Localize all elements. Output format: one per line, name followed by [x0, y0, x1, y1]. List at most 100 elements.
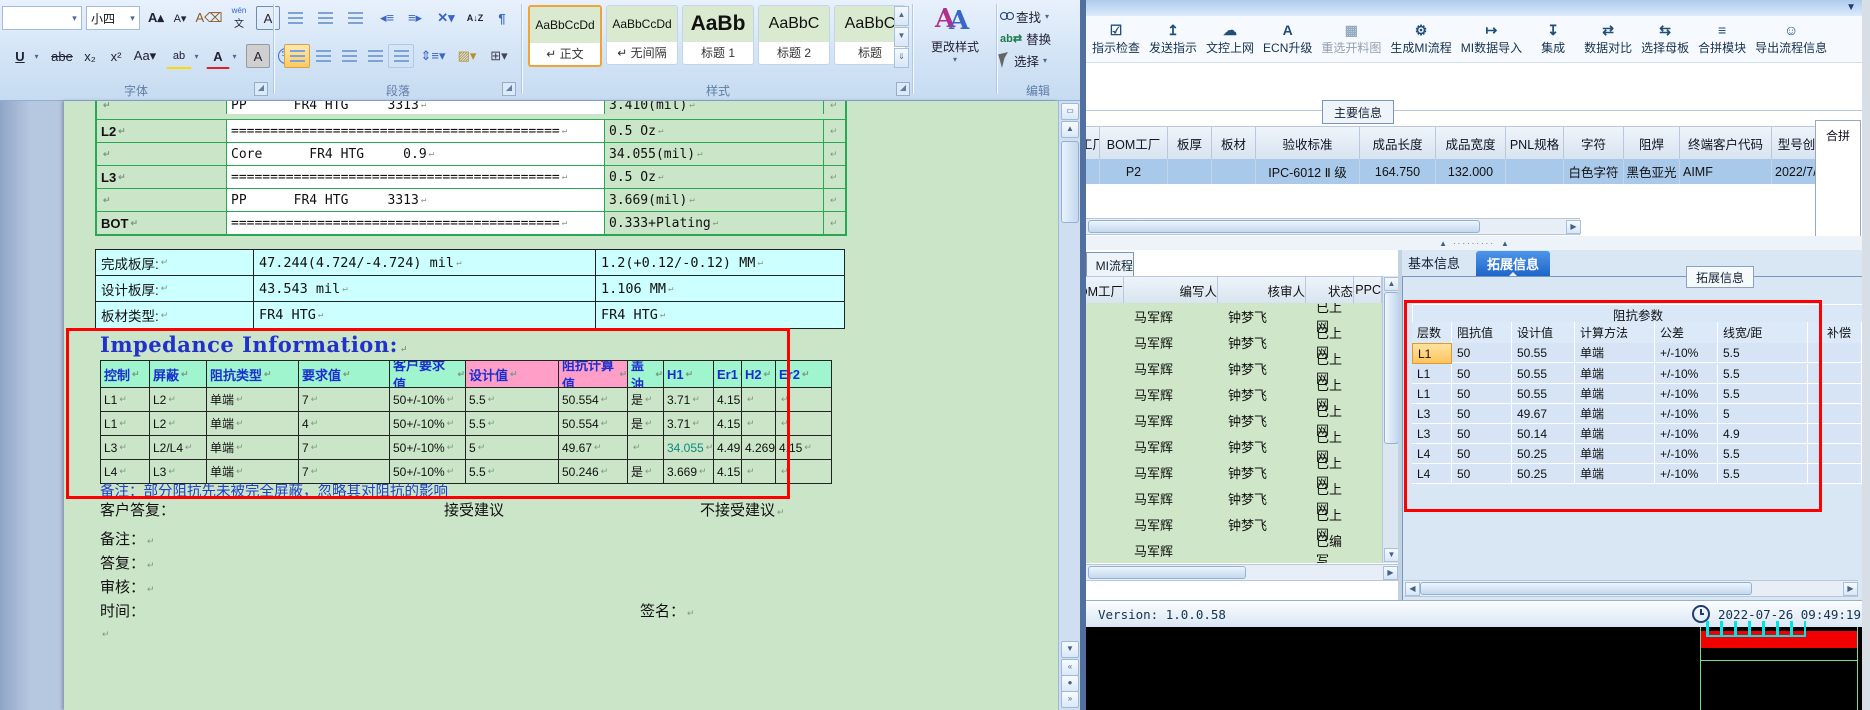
column-header[interactable]: 设计值	[1512, 322, 1575, 344]
collapse-up-icon[interactable]: ▲	[1439, 238, 1447, 248]
asian-layout-icon[interactable]	[432, 6, 460, 30]
table-row[interactable]: L1 50 50.55 单端 +/-10% 5.5	[1412, 343, 1862, 364]
toolbar-button[interactable]: ↧ 集成	[1531, 22, 1575, 56]
justify-icon[interactable]	[362, 44, 388, 68]
show-marks-icon[interactable]	[490, 6, 514, 30]
strikethrough-icon[interactable]	[48, 44, 76, 68]
underline-menu-icon[interactable]	[30, 44, 43, 68]
table-row[interactable]: L3 50 49.67 单端 +/-10% 5	[1412, 404, 1862, 424]
table-row[interactable]: L4 50 50.25 单端 +/-10% 5.5	[1412, 464, 1862, 484]
collapse-up-icon[interactable]: ▲	[1500, 238, 1509, 248]
scroll-right-icon[interactable]: ▶	[1383, 566, 1398, 580]
style-chip[interactable]: AaBbC 标题 2	[758, 5, 830, 65]
toolbar-button[interactable]: ⇆ 选择母板	[1641, 22, 1689, 56]
select-button[interactable]: 选择 ▾	[998, 50, 1080, 70]
chevron-down-icon[interactable]: ▼	[1846, 2, 1856, 13]
paragraph-dialog-launcher[interactable]: ◢	[502, 82, 516, 96]
character-border-icon[interactable]	[256, 6, 280, 30]
sort-icon[interactable]: A↓Z	[466, 13, 484, 23]
shrink-font-icon[interactable]	[168, 6, 192, 30]
browse-object-icon[interactable]: ●	[1061, 675, 1079, 692]
superscript-icon[interactable]	[104, 44, 128, 68]
tab-main-info[interactable]: 主要信息	[1322, 100, 1394, 124]
font-size-select[interactable]: 小四	[86, 6, 140, 30]
scroll-right-icon[interactable]: ▶	[1566, 220, 1581, 234]
scrollbar-thumb[interactable]	[1420, 582, 1752, 595]
flow-vertical-scrollbar[interactable]: ▲ ▼	[1382, 276, 1399, 563]
column-header[interactable]: PNL规格	[1506, 126, 1564, 160]
table-row[interactable]: 马军辉 钟梦飞 已上网	[1086, 326, 1382, 360]
table-row[interactable]: L3 50 50.14 单端 +/-10% 4.9	[1412, 424, 1862, 444]
scrollbar-thumb[interactable]	[1061, 141, 1079, 223]
flow-horizontal-scrollbar[interactable]: ▶	[1086, 564, 1398, 581]
highlight-menu-icon[interactable]	[190, 44, 203, 68]
toolbar-button[interactable]: ☁ 文控上网	[1206, 22, 1254, 56]
column-header[interactable]: 板厚	[1168, 126, 1212, 160]
gallery-more-icon[interactable]: ⇓	[894, 48, 909, 68]
scrollbar-thumb[interactable]	[1088, 220, 1480, 233]
toolbar-button[interactable]: ▦ 重选开料图	[1321, 22, 1381, 56]
scroll-up-icon[interactable]: ▲	[1061, 121, 1079, 138]
column-header[interactable]: 编写人	[1124, 276, 1218, 304]
column-header[interactable]: 板材	[1212, 126, 1256, 160]
toolbar-button[interactable]: ↥ 发送指示	[1149, 22, 1197, 56]
scroll-down-icon[interactable]: ▼	[1384, 548, 1399, 562]
underline-icon[interactable]	[8, 44, 32, 68]
column-header[interactable]: BOM工厂	[1086, 276, 1124, 304]
multilevel-list-icon[interactable]	[342, 6, 368, 30]
line-spacing-icon[interactable]	[418, 44, 448, 68]
style-chip[interactable]: AaBb 标题 1	[682, 5, 754, 65]
cad-preview[interactable]	[1086, 621, 1862, 710]
font-color-icon[interactable]: A	[206, 44, 230, 69]
scrollbar-thumb[interactable]	[1384, 292, 1399, 444]
column-header[interactable]: 线宽/距	[1718, 322, 1808, 344]
toolbar-button[interactable]: ⇄ 数据对比	[1584, 22, 1632, 56]
numbering-icon[interactable]	[312, 6, 338, 30]
highlight-color-icon[interactable]: ab	[166, 44, 192, 69]
previous-page-icon[interactable]: «	[1061, 659, 1079, 676]
table-row[interactable]: L1 50 50.55 单端 +/-10% 5.5	[1412, 364, 1862, 384]
decrease-indent-icon[interactable]	[374, 6, 400, 30]
table-row[interactable]: 马军辉 钟梦飞 已上网	[1086, 456, 1382, 490]
column-header[interactable]: 型号创	[1772, 126, 1822, 160]
subscript-icon[interactable]	[78, 44, 102, 68]
find-button[interactable]: 查找 ▾	[1000, 6, 1080, 26]
toolbar-button[interactable]: ☺ 导出流程信息	[1755, 22, 1827, 56]
tab-basic-info[interactable]: 基本信息	[1408, 256, 1461, 271]
column-header[interactable]: 阻焊	[1624, 126, 1680, 160]
scroll-left-icon[interactable]: ◀	[1405, 582, 1420, 596]
change-case-icon[interactable]	[130, 44, 160, 68]
scroll-up-icon[interactable]: ▲	[1384, 277, 1399, 291]
column-header[interactable]: 工厂	[1086, 126, 1100, 160]
column-header[interactable]: 字符	[1564, 126, 1624, 160]
font-name-select[interactable]	[2, 6, 82, 30]
styles-dialog-launcher[interactable]: ◢	[896, 82, 910, 96]
toolbar-button[interactable]: ☑ 指示检查	[1092, 22, 1140, 56]
grow-font-icon[interactable]	[144, 6, 168, 30]
table-row[interactable]: 马军辉 钟梦飞 已上网	[1086, 378, 1382, 412]
gallery-down-icon[interactable]: ▼	[894, 27, 909, 47]
column-header[interactable]: 补偿	[1822, 322, 1862, 344]
style-chip[interactable]: AaBbCcDd ↵ 正文	[528, 5, 602, 67]
tab-mi-flow[interactable]: MI流程	[1086, 252, 1134, 277]
next-page-icon[interactable]: »	[1061, 691, 1079, 708]
style-chip[interactable]: AaBbCcDd ↵ 无间隔	[606, 5, 678, 65]
column-header[interactable]: 验收标准	[1256, 126, 1360, 160]
column-header[interactable]: 终端客户代码	[1680, 126, 1772, 160]
column-header[interactable]: 成品宽度	[1436, 126, 1506, 160]
pinyin-guide-icon[interactable]: wén 文	[231, 6, 247, 30]
toolbar-button[interactable]: A ECN升级	[1263, 22, 1312, 56]
align-left-icon[interactable]	[284, 44, 310, 68]
borders-icon[interactable]	[484, 44, 514, 68]
distribute-icon[interactable]	[388, 44, 414, 68]
detail-horizontal-scrollbar[interactable]: ◀ ▶	[1404, 580, 1858, 597]
table-row[interactable]: 马军辉 钟梦飞 已上网	[1086, 404, 1382, 438]
panel-splitter[interactable]: ▲ ········· ▲	[1086, 236, 1862, 250]
toolbar-button[interactable]: ⚙ 生成MI流程	[1390, 22, 1451, 56]
align-right-icon[interactable]	[336, 44, 362, 68]
main-horizontal-scrollbar[interactable]: ▶	[1086, 218, 1581, 235]
table-row[interactable]: 马军辉 已编写	[1086, 534, 1382, 563]
main-table-selected-row[interactable]: P2 IPC-6012 Ⅱ 级 164.750 132.000 白色字符 黑色亚光 AIMF…	[1086, 159, 1822, 184]
table-row[interactable]: L1 50 50.55 单端 +/-10% 5.5	[1412, 384, 1862, 404]
